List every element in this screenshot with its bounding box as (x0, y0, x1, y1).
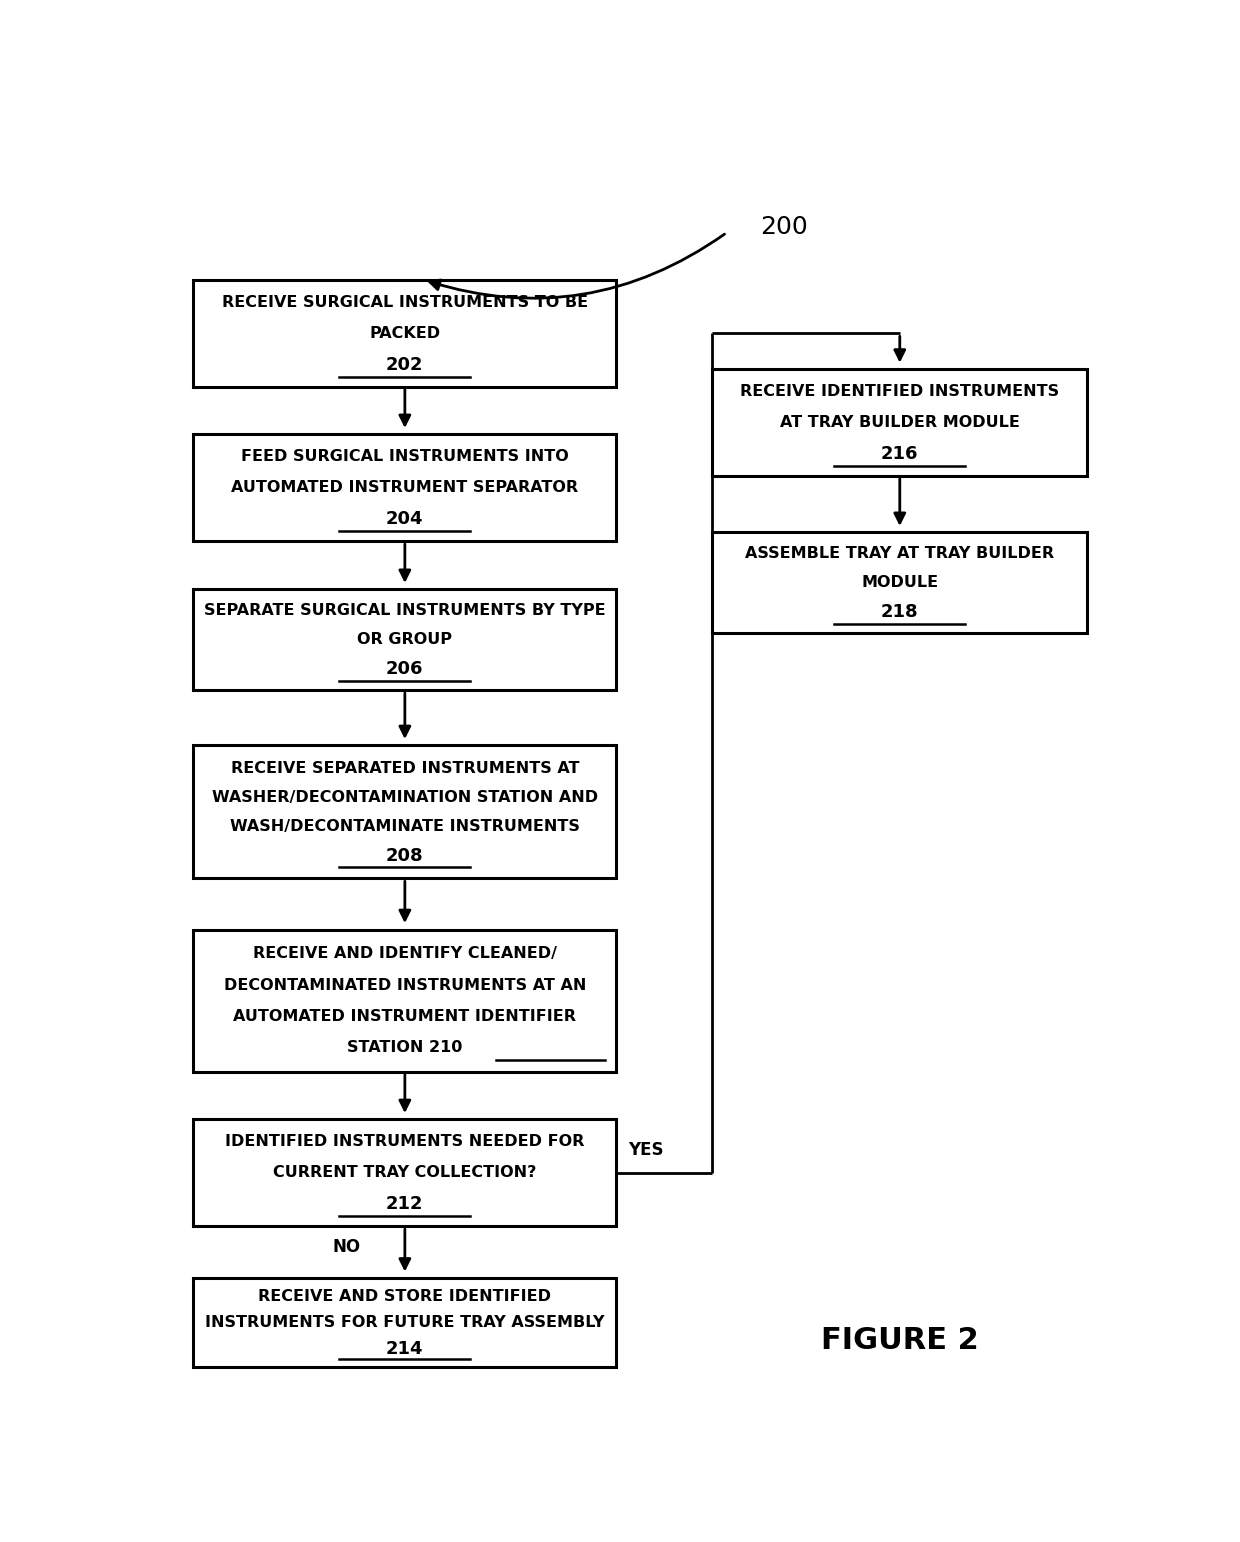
Text: RECEIVE IDENTIFIED INSTRUMENTS: RECEIVE IDENTIFIED INSTRUMENTS (740, 384, 1059, 399)
Text: RECEIVE SURGICAL INSTRUMENTS TO BE: RECEIVE SURGICAL INSTRUMENTS TO BE (222, 295, 588, 310)
Text: MODULE: MODULE (862, 575, 939, 591)
Text: 206: 206 (386, 660, 424, 678)
Text: AUTOMATED INSTRUMENT SEPARATOR: AUTOMATED INSTRUMENT SEPARATOR (232, 480, 578, 495)
Text: IDENTIFIED INSTRUMENTS NEEDED FOR: IDENTIFIED INSTRUMENTS NEEDED FOR (226, 1133, 584, 1149)
Text: 208: 208 (386, 847, 424, 865)
Text: STATION 210: STATION 210 (347, 1041, 463, 1055)
Text: 216: 216 (882, 444, 919, 463)
FancyBboxPatch shape (193, 589, 616, 691)
Text: PACKED: PACKED (370, 325, 440, 341)
FancyBboxPatch shape (193, 930, 616, 1072)
Text: CURRENT TRAY COLLECTION?: CURRENT TRAY COLLECTION? (273, 1166, 537, 1181)
FancyBboxPatch shape (193, 435, 616, 541)
Text: DECONTAMINATED INSTRUMENTS AT AN: DECONTAMINATED INSTRUMENTS AT AN (223, 978, 587, 993)
Text: RECEIVE SEPARATED INSTRUMENTS AT: RECEIVE SEPARATED INSTRUMENTS AT (231, 760, 579, 776)
Text: SEPARATE SURGICAL INSTRUMENTS BY TYPE: SEPARATE SURGICAL INSTRUMENTS BY TYPE (205, 603, 605, 618)
Text: 218: 218 (880, 603, 919, 621)
Text: RECEIVE AND STORE IDENTIFIED: RECEIVE AND STORE IDENTIFIED (258, 1289, 552, 1305)
Text: INSTRUMENTS FOR FUTURE TRAY ASSEMBLY: INSTRUMENTS FOR FUTURE TRAY ASSEMBLY (205, 1315, 605, 1331)
Text: OR GROUP: OR GROUP (357, 632, 453, 648)
Text: WASH/DECONTAMINATE INSTRUMENTS: WASH/DECONTAMINATE INSTRUMENTS (229, 819, 580, 834)
FancyBboxPatch shape (193, 1278, 616, 1368)
Text: WASHER/DECONTAMINATION STATION AND: WASHER/DECONTAMINATION STATION AND (212, 790, 598, 805)
Text: 202: 202 (386, 356, 424, 373)
Text: NO: NO (332, 1238, 361, 1257)
Text: AUTOMATED INSTRUMENT IDENTIFIER: AUTOMATED INSTRUMENT IDENTIFIER (233, 1008, 577, 1024)
FancyBboxPatch shape (193, 745, 616, 879)
Text: 214: 214 (386, 1340, 424, 1357)
Text: 204: 204 (386, 510, 424, 529)
Text: AT TRAY BUILDER MODULE: AT TRAY BUILDER MODULE (780, 415, 1019, 430)
Text: RECEIVE AND IDENTIFY CLEANED/: RECEIVE AND IDENTIFY CLEANED/ (253, 947, 557, 961)
Text: 212: 212 (386, 1195, 424, 1214)
FancyBboxPatch shape (713, 369, 1087, 476)
Text: ASSEMBLE TRAY AT TRAY BUILDER: ASSEMBLE TRAY AT TRAY BUILDER (745, 546, 1054, 561)
FancyBboxPatch shape (193, 281, 616, 387)
Text: FEED SURGICAL INSTRUMENTS INTO: FEED SURGICAL INSTRUMENTS INTO (241, 449, 569, 464)
Text: 200: 200 (760, 214, 808, 239)
FancyBboxPatch shape (713, 532, 1087, 634)
FancyBboxPatch shape (193, 1119, 616, 1226)
Text: FIGURE 2: FIGURE 2 (821, 1326, 978, 1354)
Text: YES: YES (627, 1141, 663, 1158)
